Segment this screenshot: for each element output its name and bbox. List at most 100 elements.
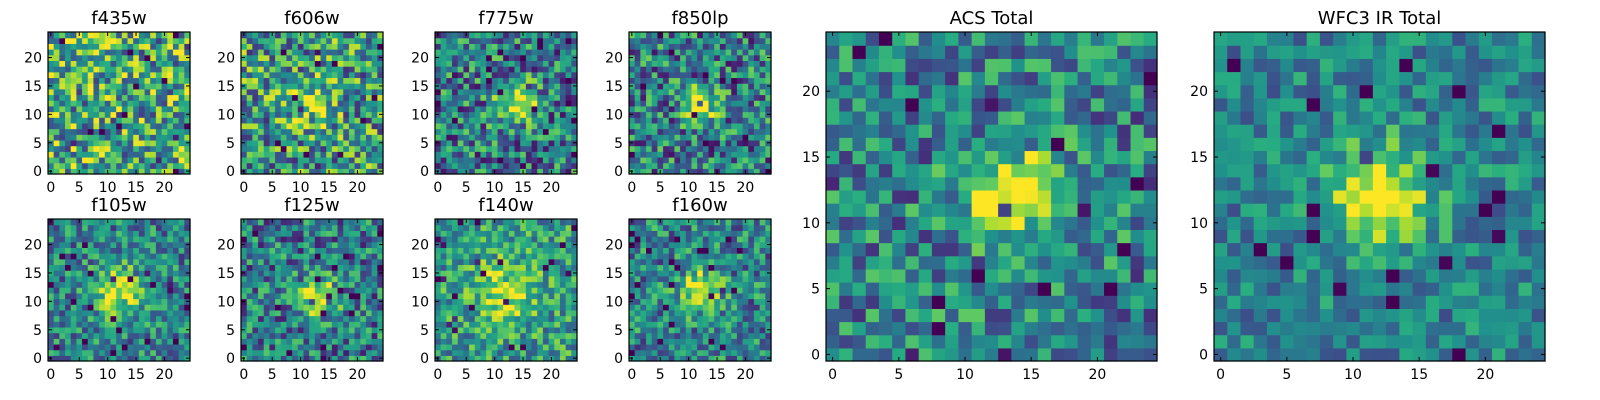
heatmap-cell (178, 88, 185, 96)
heatmap-cell (309, 275, 316, 283)
heatmap-cell (668, 168, 676, 175)
heatmap-cell (480, 321, 487, 328)
heatmap-cell (326, 49, 333, 56)
heatmap-cell (531, 54, 538, 61)
heatmap-cell (241, 275, 248, 283)
heatmap-cell (184, 292, 191, 300)
heatmap-cell (76, 258, 83, 266)
heatmap-cell (559, 230, 567, 237)
heatmap-cell (297, 315, 305, 322)
heatmap-cell (263, 117, 270, 124)
heatmap-cell (452, 100, 459, 107)
heatmap-cell (93, 60, 100, 67)
heatmap-cell (634, 37, 641, 44)
heatmap-cell (753, 275, 761, 283)
heatmap-cell (559, 66, 567, 73)
heatmap-cell (110, 128, 117, 135)
heatmap-cell (469, 66, 476, 73)
heatmap-cell (657, 343, 664, 351)
heatmap-cell (275, 94, 282, 101)
heatmap-cell (172, 134, 180, 141)
heatmap-cell (144, 292, 151, 300)
heatmap-cell (463, 100, 470, 107)
heatmap-cell (343, 117, 350, 124)
heatmap-cell (469, 309, 476, 317)
heatmap-cell (172, 224, 180, 231)
heatmap-cell (155, 236, 163, 243)
heatmap-cell (657, 139, 664, 147)
heatmap-cell (469, 230, 476, 237)
heatmap-cell (309, 332, 316, 339)
heatmap-cell (731, 321, 738, 328)
heatmap-cell (93, 117, 100, 124)
heatmap-cell (178, 321, 185, 328)
heatmap-cell (663, 83, 670, 90)
heatmap-cell (531, 105, 538, 113)
heatmap-cell (446, 128, 453, 135)
heatmap-cell (258, 111, 265, 118)
heatmap-cell (508, 66, 516, 73)
heatmap-cell (742, 128, 749, 135)
heatmap-cell (246, 292, 253, 300)
heatmap-cell (708, 156, 715, 164)
heatmap-cell (348, 117, 356, 124)
heatmap-cell (435, 100, 442, 107)
heatmap-cell (514, 309, 521, 317)
heatmap-cell (559, 292, 567, 300)
heatmap-cell (172, 66, 180, 73)
heatmap-cell (542, 43, 550, 50)
heatmap-cell (365, 32, 373, 39)
heatmap-cell (144, 326, 151, 334)
heatmap-cell (178, 355, 185, 362)
heatmap-cell (474, 122, 482, 130)
heatmap-cell (748, 66, 755, 73)
heatmap-cell (116, 264, 123, 271)
heatmap-cell (87, 162, 95, 169)
heatmap-cell (144, 309, 151, 317)
heatmap-cell (360, 122, 367, 130)
heatmap-cell (144, 49, 151, 56)
heatmap-cell (680, 338, 687, 345)
heatmap-cell (144, 224, 151, 231)
heatmap-cell (753, 111, 761, 118)
heatmap-cell (765, 281, 772, 288)
heatmap-cell (753, 287, 761, 294)
heatmap-cell (365, 315, 373, 322)
heatmap-cell (685, 94, 693, 101)
heatmap-cell (503, 230, 510, 237)
heatmap-cell (138, 139, 146, 147)
heatmap-cell (292, 37, 299, 44)
heatmap-cell (150, 66, 157, 73)
heatmap-cell (263, 49, 270, 56)
heatmap-cell (697, 309, 704, 317)
heatmap-cell (491, 349, 499, 356)
heatmap-cell (446, 287, 453, 294)
heatmap-cell (634, 343, 641, 351)
heatmap-cell (674, 309, 681, 317)
heatmap-cell (520, 343, 527, 351)
heatmap-cell (127, 88, 134, 96)
heatmap-cell (252, 117, 259, 124)
heatmap-cell (736, 349, 744, 356)
heatmap-cell (121, 298, 129, 305)
heatmap-cell (753, 156, 761, 164)
heatmap-cell (463, 83, 470, 90)
heatmap-cell (646, 49, 653, 56)
heatmap-cell (127, 264, 134, 271)
heatmap-cell (714, 37, 721, 44)
heatmap-cell (76, 321, 83, 328)
heatmap-cell (691, 151, 698, 158)
heatmap-cell (127, 338, 134, 345)
heatmap-cell (731, 343, 738, 351)
heatmap-cell (702, 168, 710, 175)
heatmap-cell (252, 71, 259, 79)
heatmap-cell (59, 117, 66, 124)
heatmap-cell (759, 88, 766, 96)
heatmap-cell (440, 77, 447, 84)
heatmap-cell (348, 139, 356, 147)
heatmap-cell (508, 304, 516, 311)
heatmap-cell (457, 253, 464, 260)
heatmap-cell (292, 309, 299, 317)
heatmap-cell (59, 77, 66, 84)
heatmap-cell (263, 43, 270, 50)
